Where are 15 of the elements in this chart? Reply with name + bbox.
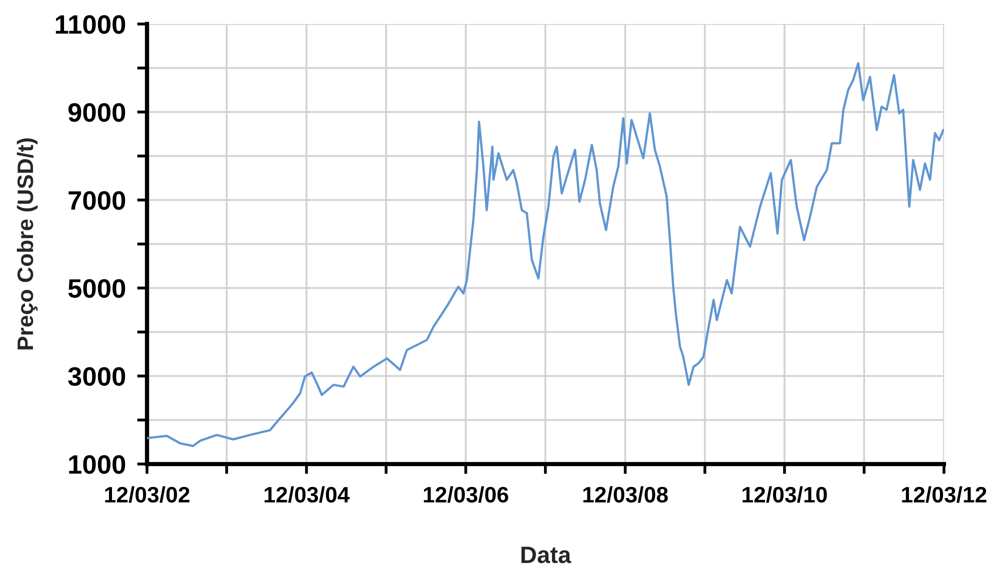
y-tick-label: 9000	[68, 103, 126, 122]
line-series	[147, 62, 944, 448]
y-tick-label: 1000	[69, 455, 126, 474]
y-tick-label: 7000	[68, 191, 126, 210]
x-tick-label: 12/03/06	[424, 486, 508, 503]
x-tick-label: 12/03/02	[105, 486, 190, 503]
y-tick-label: 5000	[68, 279, 126, 298]
y-tick-label: 11000	[56, 15, 126, 34]
x-tick-label: 12/03/08	[583, 486, 668, 503]
x-tick-label: 12/03/04	[264, 486, 350, 503]
x-axis-title: Data	[521, 546, 572, 564]
y-axis-title: Preço Cobre (USD/t)	[16, 138, 38, 350]
y-tick-label: 3000	[68, 367, 126, 386]
x-tick-label: 12/03/12	[902, 486, 986, 503]
x-tick-label: 12/03/10	[742, 486, 827, 503]
